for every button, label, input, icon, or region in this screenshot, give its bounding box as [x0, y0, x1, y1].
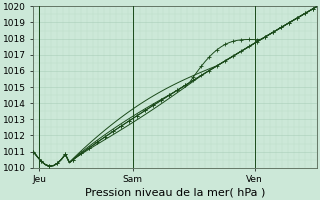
X-axis label: Pression niveau de la mer( hPa ): Pression niveau de la mer( hPa ): [85, 187, 266, 197]
